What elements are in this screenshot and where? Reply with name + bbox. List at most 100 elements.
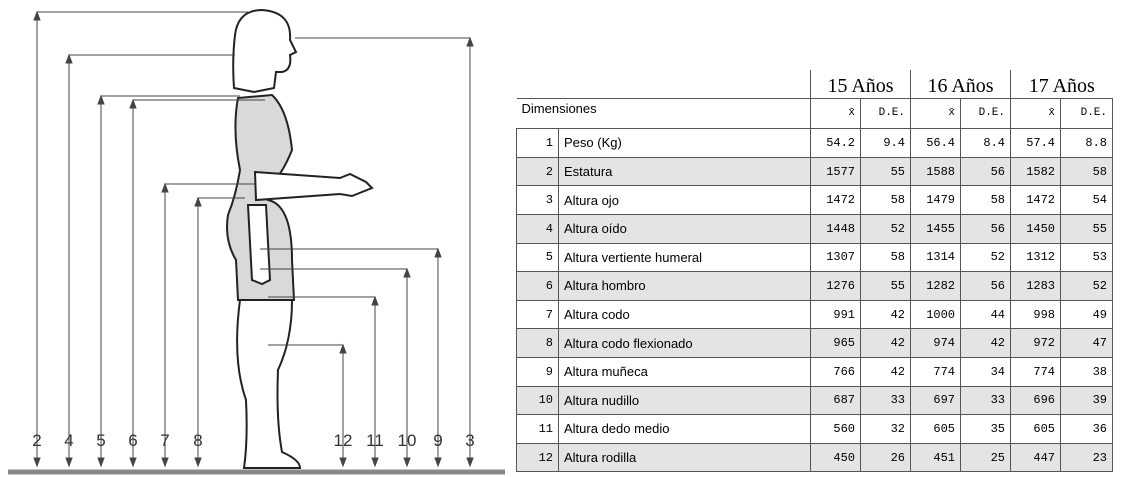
num: 1577 [810,156,861,187]
name: Altura vertiente humeral [558,242,811,273]
table-row: 3 Altura ojo 1472 58 1479 58 1472 54 [516,185,1113,215]
dimension-label: 12 [334,431,353,450]
num: 972 [1010,328,1061,358]
arrow-head [371,457,379,468]
num: 998 [1010,299,1061,330]
num: 52 [1060,271,1113,301]
num: 42 [860,356,911,387]
arrow-head [403,457,411,468]
table-row: 11 Altura dedo medio 560 32 605 35 605 36 [516,414,1113,444]
arrow-head [466,457,474,468]
arrow-head [371,295,379,306]
dimension-label: 7 [160,431,169,450]
num: 58 [860,242,911,273]
num: 1479 [910,185,961,215]
table-row: 6 Altura hombro 1276 55 1282 56 1283 52 [516,271,1113,301]
num: 1000 [910,299,961,330]
arrow-head [97,94,105,105]
dimension-label: 8 [193,431,202,450]
num: 605 [910,414,961,444]
table-row: 12 Altura rodilla 450 26 451 25 447 23 [516,442,1113,473]
num: 35 [960,414,1011,444]
num: 33 [960,385,1011,416]
num: 991 [810,299,861,330]
num: 49 [1060,299,1113,330]
num: 42 [860,328,911,358]
arrow-head [65,457,73,468]
silhouette [226,8,374,469]
arrow-head [129,457,137,468]
num: 55 [1060,213,1113,244]
name: Altura nudillo [558,385,811,416]
num: 34 [960,356,1011,387]
arrow-head [161,182,169,193]
num: 974 [910,328,961,358]
dimension-lines [33,10,474,468]
idx: 10 [516,385,559,416]
num: 1314 [910,242,961,273]
table-row: 4 Altura oído 1448 52 1455 56 1450 55 [516,213,1113,244]
num: 1282 [910,271,961,301]
arrow-head [434,457,442,468]
sub: x̄ [810,97,861,130]
num: 1582 [1010,156,1061,187]
table-row: 10 Altura nudillo 687 33 697 33 696 39 [516,385,1113,416]
year: 16 Años [910,70,1011,99]
num: 774 [910,356,961,387]
num: 1472 [1010,185,1061,215]
num: 696 [1010,385,1061,416]
idx: 2 [516,156,559,187]
num: 26 [860,442,911,473]
idx: 8 [516,328,559,358]
idx: 6 [516,271,559,301]
num: 1307 [810,242,861,273]
num: 36 [1060,414,1113,444]
num: 1472 [810,185,861,215]
num: 687 [810,385,861,416]
idx: 1 [516,128,559,158]
num: 33 [860,385,911,416]
num: 56 [960,213,1011,244]
dimension-label: 10 [398,431,417,450]
arrow-head [194,457,202,468]
num: 54 [1060,185,1113,215]
num: 55 [860,156,911,187]
year: 15 Años [810,70,911,99]
num: 53 [1060,242,1113,273]
idx: 4 [516,213,559,244]
arrow-head [194,196,202,207]
arrow-head [403,267,411,278]
idx: 12 [516,442,559,473]
year: 17 Años [1010,70,1113,99]
dim: Dimensiones [516,97,811,130]
num: 8.4 [960,128,1011,158]
num: 57.4 [1010,128,1061,158]
arrow-head [434,247,442,258]
sub: x̄ [1010,97,1061,130]
num: 58 [860,185,911,215]
num: 766 [810,356,861,387]
num: 451 [910,442,961,473]
dimension-label: 11 [366,431,384,450]
sub: D.E. [960,97,1011,130]
num: 58 [960,185,1011,215]
num: 697 [910,385,961,416]
header-row: Dimensiones x̄ D.E. x̄ D.E. x̄ D.E. [516,97,1113,130]
idx: 3 [516,185,559,215]
num: 1448 [810,213,861,244]
idx: 7 [516,299,559,330]
arrow-head [161,457,169,468]
figure: 2 4 5 6 7 8 12 11 10 9 3 [8,8,505,475]
num: 1276 [810,271,861,301]
num: 8.8 [1060,128,1113,158]
num: 560 [810,414,861,444]
num: 56 [960,156,1011,187]
dimension-label: 5 [96,431,105,450]
num: 32 [860,414,911,444]
sub: x̄ [910,97,961,130]
idx: 11 [516,414,559,444]
table: 15 Años 16 Años 17 Años Dimensiones x̄ D.E. x̄… [516,70,1113,473]
num: 56.4 [910,128,961,158]
num: 38 [1060,356,1113,387]
